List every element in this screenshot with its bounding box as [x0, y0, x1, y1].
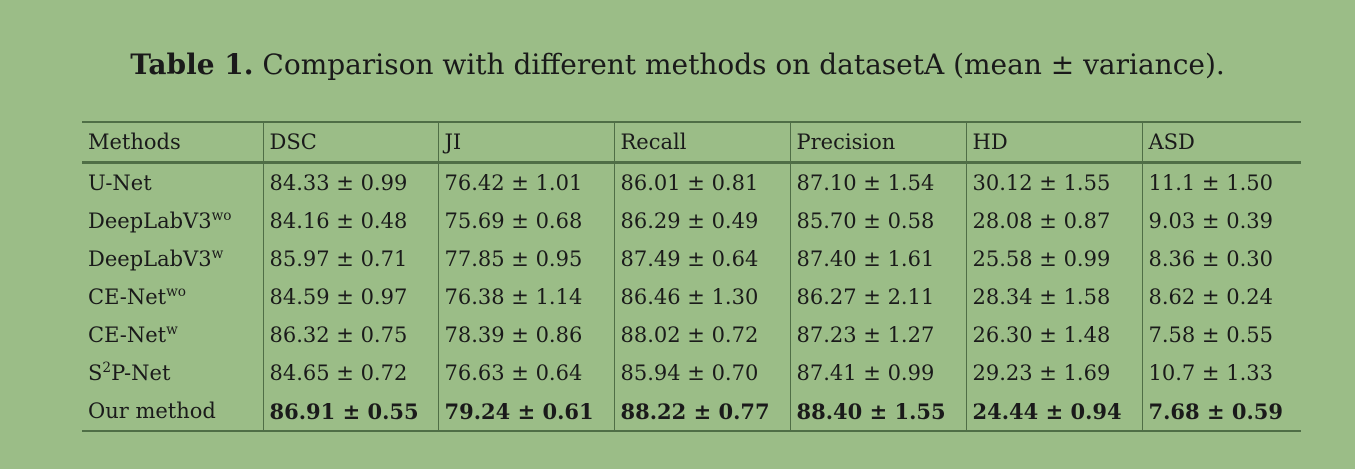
table-row: DeepLabV3wo 84.16 ± 0.48 75.69 ± 0.68 86…	[82, 202, 1301, 240]
asd-cell: 9.03 ± 0.39	[1141, 202, 1301, 240]
precision-cell: 87.40 ± 1.61	[789, 240, 966, 278]
recall-cell: 85.94 ± 0.70	[613, 354, 790, 392]
recall-cell: 86.01 ± 0.81	[613, 162, 790, 202]
ji-cell: 78.39 ± 0.86	[437, 316, 614, 354]
results-table: Methods DSC JI Recall Precision HD ASD U…	[82, 121, 1301, 432]
dsc-cell: 84.59 ± 0.97	[262, 278, 438, 316]
asd-cell: 7.58 ± 0.55	[1141, 316, 1301, 354]
method-superscript: w	[166, 322, 178, 338]
table-caption: Table 1. Comparison with different metho…	[0, 48, 1355, 81]
header-recall: Recall	[613, 121, 790, 164]
dsc-cell: 86.32 ± 0.75	[262, 316, 438, 354]
hd-cell: 26.30 ± 1.48	[965, 316, 1142, 354]
method-superscript: wo	[211, 208, 232, 224]
method-name: U-Net	[88, 171, 152, 195]
hd-cell: 28.34 ± 1.58	[965, 278, 1142, 316]
hd-cell: 29.23 ± 1.69	[965, 354, 1142, 392]
table-body: U-Net 84.33 ± 0.99 76.42 ± 1.01 86.01 ± …	[82, 162, 1301, 432]
recall-cell: 86.29 ± 0.49	[613, 202, 790, 240]
dsc-cell: 84.33 ± 0.99	[262, 162, 438, 202]
caption-text: Comparison with different methods on dat…	[262, 48, 1225, 81]
recall-cell: 87.49 ± 0.64	[613, 240, 790, 278]
ji-cell: 76.63 ± 0.64	[437, 354, 614, 392]
recall-cell: 88.22 ± 0.77	[613, 392, 790, 432]
header-hd: HD	[965, 121, 1142, 164]
dsc-cell: 86.91 ± 0.55	[262, 392, 438, 432]
table-row: S2P-Net 84.65 ± 0.72 76.63 ± 0.64 85.94 …	[82, 354, 1301, 392]
caption-label: Table 1.	[130, 48, 254, 81]
table-row: U-Net 84.33 ± 0.99 76.42 ± 1.01 86.01 ± …	[82, 162, 1301, 202]
precision-cell: 86.27 ± 2.11	[789, 278, 966, 316]
precision-cell: 87.41 ± 0.99	[789, 354, 966, 392]
ji-cell: 76.42 ± 1.01	[437, 162, 614, 202]
hd-cell: 24.44 ± 0.94	[965, 392, 1142, 432]
precision-cell: 85.70 ± 0.58	[789, 202, 966, 240]
ji-cell: 75.69 ± 0.68	[437, 202, 614, 240]
method-name: CE-Netwo	[88, 284, 187, 309]
method-name: DeepLabV3wo	[88, 208, 232, 233]
dsc-cell: 85.97 ± 0.71	[262, 240, 438, 278]
header-methods: Methods	[82, 121, 263, 164]
asd-cell: 8.62 ± 0.24	[1141, 278, 1301, 316]
hd-cell: 25.58 ± 0.99	[965, 240, 1142, 278]
header-precision: Precision	[789, 121, 966, 164]
method-superscript: 2	[102, 360, 112, 376]
method-name: DeepLabV3w	[88, 246, 224, 271]
header-ji: JI	[437, 121, 614, 164]
recall-cell: 88.02 ± 0.72	[613, 316, 790, 354]
table-row: CE-Netwo 84.59 ± 0.97 76.38 ± 1.14 86.46…	[82, 278, 1301, 316]
ji-cell: 77.85 ± 0.95	[437, 240, 614, 278]
table-row-best: Our method 86.91 ± 0.55 79.24 ± 0.61 88.…	[82, 392, 1301, 432]
asd-cell: 8.36 ± 0.30	[1141, 240, 1301, 278]
asd-cell: 7.68 ± 0.59	[1141, 392, 1301, 432]
dsc-cell: 84.65 ± 0.72	[262, 354, 438, 392]
precision-cell: 87.23 ± 1.27	[789, 316, 966, 354]
hd-cell: 30.12 ± 1.55	[965, 162, 1142, 202]
precision-cell: 87.10 ± 1.54	[789, 162, 966, 202]
table-row: CE-Netw 86.32 ± 0.75 78.39 ± 0.86 88.02 …	[82, 316, 1301, 354]
header-dsc: DSC	[262, 121, 438, 164]
method-superscript: wo	[166, 284, 187, 300]
asd-cell: 11.1 ± 1.50	[1141, 162, 1301, 202]
header-asd: ASD	[1141, 121, 1301, 164]
method-name: CE-Netw	[88, 322, 178, 347]
asd-cell: 10.7 ± 1.33	[1141, 354, 1301, 392]
dsc-cell: 84.16 ± 0.48	[262, 202, 438, 240]
method-name: Our method	[82, 392, 263, 432]
precision-cell: 88.40 ± 1.55	[789, 392, 966, 432]
method-name: S2P-Net	[88, 360, 171, 385]
table-row: DeepLabV3w 85.97 ± 0.71 77.85 ± 0.95 87.…	[82, 240, 1301, 278]
header-row: Methods DSC JI Recall Precision HD ASD	[82, 121, 1301, 164]
ji-cell: 79.24 ± 0.61	[437, 392, 614, 432]
method-superscript: w	[211, 246, 224, 262]
hd-cell: 28.08 ± 0.87	[965, 202, 1142, 240]
ji-cell: 76.38 ± 1.14	[437, 278, 614, 316]
recall-cell: 86.46 ± 1.30	[613, 278, 790, 316]
